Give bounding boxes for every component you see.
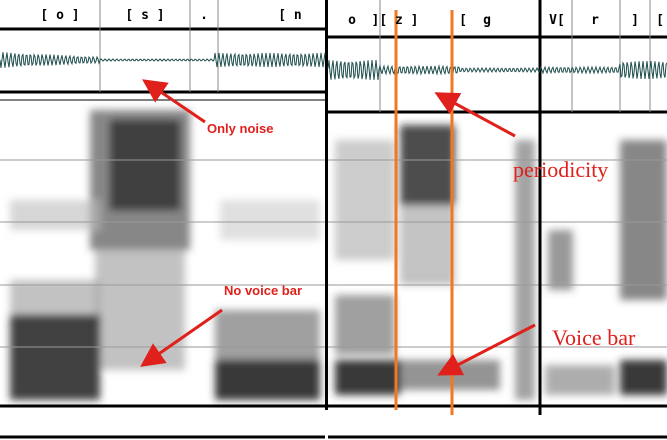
- tier-label: [ s ]: [125, 8, 164, 23]
- tier-label: [: [459, 13, 467, 28]
- tier-label: [ n: [278, 8, 301, 23]
- tier-label: g: [483, 13, 491, 28]
- waveform: [0, 52, 325, 68]
- annotation: Only noise: [207, 121, 273, 136]
- tier-label: ][ z ]: [372, 13, 419, 28]
- figure: [ o ] [ s ] . [ n o ][ z ] [ g V[ r ] [ …: [0, 0, 667, 440]
- tier-labels: [ o ] [ s ] . [ n o ][ z ] [ g V[ r ] [: [40, 8, 663, 28]
- annotation: No voice bar: [224, 283, 302, 298]
- tier-label: r: [591, 13, 599, 28]
- tier-label: .: [200, 8, 208, 23]
- annotation: periodicity: [513, 157, 608, 182]
- annotation: Voice bar: [552, 325, 636, 350]
- waveform: [328, 60, 667, 80]
- tier-label: [ o ]: [40, 8, 79, 23]
- tier-label: o: [348, 13, 356, 28]
- spectrogram: [10, 110, 667, 400]
- tier-label: ]: [631, 13, 639, 28]
- tier-label: V[: [549, 13, 565, 28]
- tier-label: [: [656, 13, 664, 28]
